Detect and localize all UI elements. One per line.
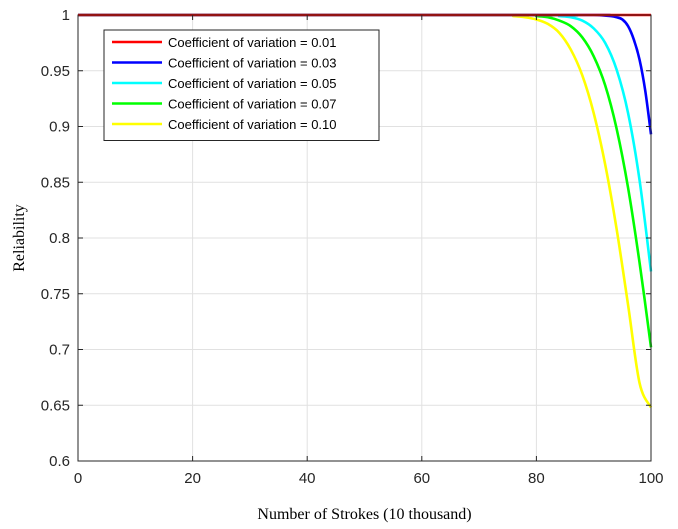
legend-box bbox=[103, 29, 380, 141]
x-tick-label: 80 bbox=[528, 470, 545, 487]
tick-labels: 0 20 40 60 80 100 0.6 0.65 0.7 0.75 0.8 0.85 0.9 0.95… bbox=[41, 7, 664, 487]
legend-label: Coefficient of variation = 0.05 bbox=[168, 76, 337, 91]
y-tick-label: 0.75 bbox=[41, 286, 70, 303]
y-tick-label: 0.8 bbox=[49, 230, 70, 247]
legend-label: Coefficient of variation = 0.07 bbox=[168, 97, 337, 112]
legend-label: Coefficient of variation = 0.03 bbox=[168, 56, 337, 71]
y-tick-label: 0.9 bbox=[49, 119, 70, 136]
legend: Coefficient of variation = 0.01 Coefficie… bbox=[103, 29, 380, 141]
axis-ticks bbox=[77, 14, 652, 462]
y-tick-label: 1 bbox=[62, 7, 70, 24]
y-tick-label: 0.6 bbox=[49, 453, 70, 470]
y-tick-label: 0.85 bbox=[41, 174, 70, 191]
x-tick-label: 20 bbox=[184, 470, 201, 487]
x-axis-label: Number of Strokes (10 thousand) bbox=[257, 506, 471, 523]
y-tick-label: 0.7 bbox=[49, 342, 70, 359]
y-axis-label: Reliability bbox=[11, 204, 28, 272]
x-tick-label: 60 bbox=[413, 470, 430, 487]
legend-label: Coefficient of variation = 0.10 bbox=[168, 117, 337, 132]
y-tick-label: 0.65 bbox=[41, 397, 70, 414]
y-tick-label: 0.95 bbox=[41, 63, 70, 80]
x-tick-label: 40 bbox=[299, 470, 316, 487]
legend-label: Coefficient of variation = 0.01 bbox=[168, 35, 337, 50]
x-tick-label: 100 bbox=[638, 470, 663, 487]
x-tick-label: 0 bbox=[74, 470, 82, 487]
